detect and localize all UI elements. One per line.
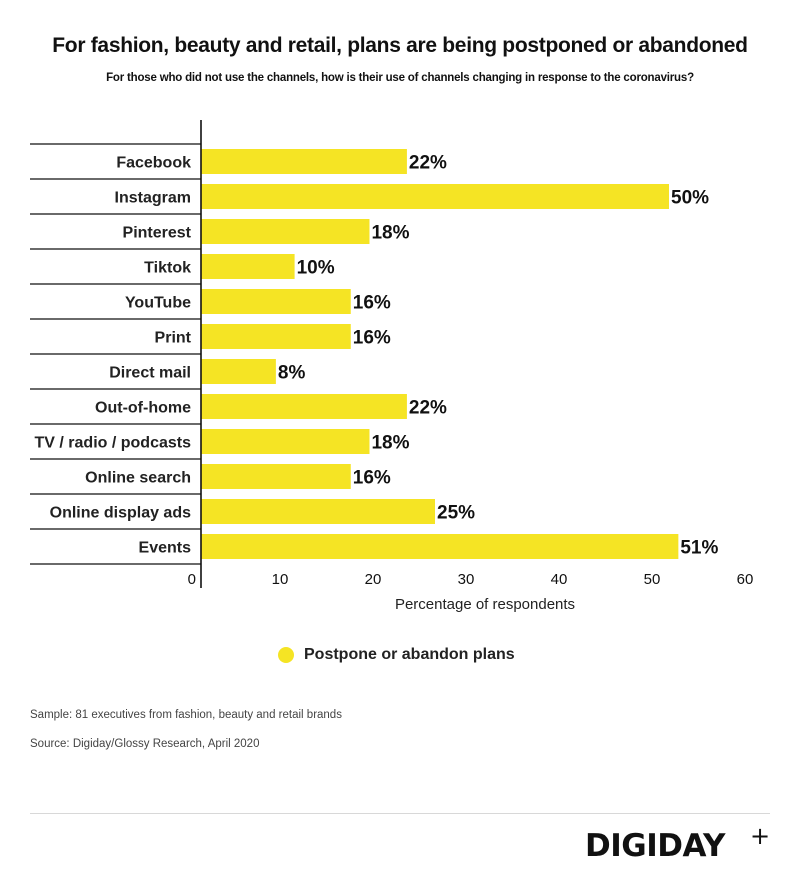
category-label: Print xyxy=(155,330,192,347)
category-label: Online display ads xyxy=(50,505,191,522)
value-label: 16% xyxy=(353,468,391,489)
bar xyxy=(201,534,679,559)
x-axis-title: Percentage of respondents xyxy=(395,596,575,613)
x-tick-label: 10 xyxy=(272,571,289,588)
bar xyxy=(201,499,435,524)
x-tick-label: 40 xyxy=(551,571,568,588)
bar-chart: Facebook 22% Instagram 50% Pinterest 18% Tikto… xyxy=(30,120,754,613)
value-label: 18% xyxy=(371,433,409,454)
footer-divider xyxy=(30,813,770,814)
value-label: 22% xyxy=(409,398,447,419)
sample-note: Sample: 81 executives from fashion, beau… xyxy=(30,709,342,721)
chart-subtitle: For those who did not use the channels, … xyxy=(106,72,694,84)
category-label: Out-of-home xyxy=(95,400,191,417)
x-tick-label: 30 xyxy=(458,571,475,588)
bar xyxy=(201,324,351,349)
x-tick-label: 20 xyxy=(365,571,382,588)
value-label: 16% xyxy=(353,293,391,314)
value-label: 25% xyxy=(437,503,475,524)
bar xyxy=(201,219,370,244)
category-label: Instagram xyxy=(115,190,191,207)
bar xyxy=(201,359,276,384)
category-label: Facebook xyxy=(116,155,191,172)
category-label: YouTube xyxy=(125,295,191,312)
value-label: 8% xyxy=(278,363,306,384)
bar xyxy=(201,149,407,174)
bar xyxy=(201,254,295,279)
value-label: 22% xyxy=(409,153,447,174)
x-tick-label: 0 xyxy=(188,571,196,588)
category-label: Online search xyxy=(85,470,191,487)
bar xyxy=(201,429,370,454)
x-tick-label: 60 xyxy=(737,571,754,588)
value-label: 50% xyxy=(671,188,709,209)
x-tick-label: 50 xyxy=(644,571,661,588)
value-label: 16% xyxy=(353,328,391,349)
bar xyxy=(201,184,669,209)
value-label: 18% xyxy=(371,223,409,244)
legend-swatch xyxy=(278,647,294,663)
category-label: Events xyxy=(139,540,192,557)
value-label: 51% xyxy=(680,538,718,559)
bar xyxy=(201,464,351,489)
digiday-logo: DIGIDAY xyxy=(585,828,725,864)
logo-plus-icon: + xyxy=(750,822,771,850)
legend-label: Postpone or abandon plans xyxy=(304,646,515,663)
category-label: Tiktok xyxy=(144,260,191,277)
category-label: Direct mail xyxy=(109,365,191,382)
bar xyxy=(201,394,407,419)
category-label: TV / radio / podcasts xyxy=(35,435,192,452)
source-note: Source: Digiday/Glossy Research, April 2… xyxy=(30,738,260,750)
legend: Postpone or abandon plans xyxy=(278,644,515,666)
value-label: 10% xyxy=(297,258,335,279)
category-label: Pinterest xyxy=(123,225,192,242)
bar xyxy=(201,289,351,314)
chart-title: For fashion, beauty and retail, plans ar… xyxy=(52,34,748,57)
